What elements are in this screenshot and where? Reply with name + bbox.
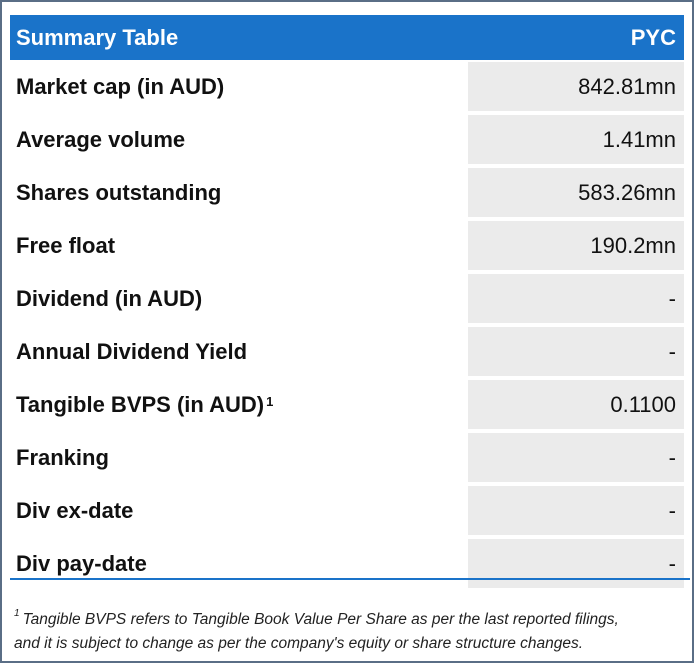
row-label: Franking <box>16 444 109 470</box>
table-row: Div ex-date - <box>10 484 684 537</box>
table-row: Annual Dividend Yield - <box>10 325 684 378</box>
table-row: Dividend (in AUD) - <box>10 272 684 325</box>
row-value: - <box>468 486 684 535</box>
table-title: Summary Table <box>16 24 179 50</box>
row-label: Market cap (in AUD) <box>16 73 225 99</box>
table-row: Franking - <box>10 431 684 484</box>
row-value: 190.2mn <box>468 221 684 270</box>
table-header: Summary Table PYC <box>10 15 684 60</box>
row-label: Tangible BVPS (in AUD) 1 <box>16 391 274 417</box>
footnote-marker: 1 <box>266 394 274 409</box>
ticker-label: PYC <box>630 24 676 50</box>
row-label: Free float <box>16 232 116 258</box>
footnote-number: 1 <box>14 608 20 619</box>
row-label: Shares outstanding <box>16 179 222 205</box>
table-row: Tangible BVPS (in AUD) 1 0.1100 <box>10 378 684 431</box>
footnote: 1 Tangible BVPS refers to Tangible Book V… <box>14 604 684 656</box>
row-value: 1.41mn <box>468 115 684 164</box>
table-row: Free float 190.2mn <box>10 219 684 272</box>
footnote-line-1: 1 Tangible BVPS refers to Tangible Book V… <box>14 608 619 629</box>
row-value: 583.26mn <box>468 168 684 217</box>
row-label: Annual Dividend Yield <box>16 338 248 364</box>
row-value: - <box>468 539 684 588</box>
summary-rows: Market cap (in AUD) 842.81mn Average vol… <box>10 60 684 590</box>
table-row: Average volume 1.41mn <box>10 113 684 166</box>
row-label: Average volume <box>16 126 186 152</box>
row-value: - <box>468 274 684 323</box>
table-divider <box>10 578 690 580</box>
table-row: Market cap (in AUD) 842.81mn <box>10 60 684 113</box>
row-value: - <box>468 327 684 376</box>
row-label: Div pay-date <box>16 550 147 576</box>
table-row: Shares outstanding 583.26mn <box>10 166 684 219</box>
row-label: Dividend (in AUD) <box>16 285 203 311</box>
table-row: Div pay-date - <box>10 537 684 590</box>
row-value: 0.1100 <box>468 380 684 429</box>
row-label: Div ex-date <box>16 497 134 523</box>
row-value: - <box>468 433 684 482</box>
footnote-line-2: and it is subject to change as per the c… <box>14 635 584 653</box>
row-value: 842.81mn <box>468 62 684 111</box>
